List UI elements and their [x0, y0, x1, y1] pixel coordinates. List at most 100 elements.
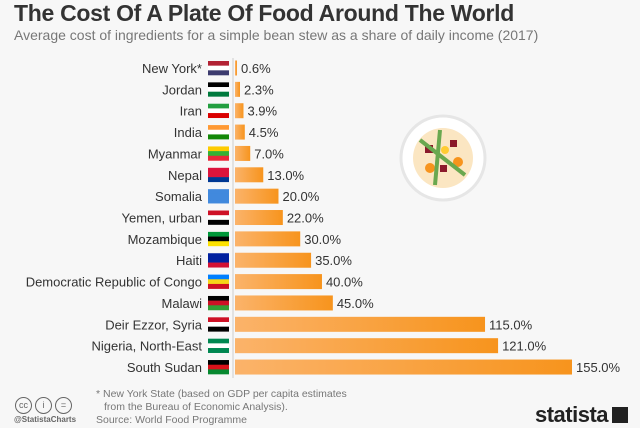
- no-derivatives-icon: =: [55, 397, 72, 414]
- bar: [235, 60, 237, 76]
- logo-icon: [612, 407, 629, 423]
- statista-logo: statista: [535, 402, 629, 428]
- flag-icon: [208, 70, 229, 76]
- flag-icon: [208, 177, 229, 183]
- flag-icon: [208, 134, 229, 140]
- flag-icon: [208, 125, 229, 131]
- flag-icon: [208, 283, 229, 289]
- category-label: Mozambique: [128, 232, 202, 247]
- cc-icon: cc: [15, 397, 32, 414]
- flag-icon: [208, 236, 229, 242]
- category-label: India: [174, 125, 203, 140]
- value-label: 4.5%: [249, 125, 279, 140]
- flag-icon: [208, 172, 229, 178]
- flag-icon: [208, 317, 229, 323]
- category-label: South Sudan: [127, 360, 202, 375]
- value-label: 3.9%: [247, 104, 277, 119]
- flag-icon: [208, 155, 229, 161]
- flag-icon: [208, 241, 229, 247]
- attribution-icon: i: [35, 397, 52, 414]
- flag-icon: [208, 193, 229, 199]
- flag-icon: [208, 279, 229, 285]
- flag-icon: [208, 360, 229, 366]
- bar: [235, 167, 264, 183]
- flag-icon: [208, 113, 229, 119]
- category-label: Malawi: [162, 296, 203, 311]
- flag-icon: [208, 91, 229, 97]
- flag-icon: [208, 300, 229, 306]
- category-label: Myanmar: [148, 146, 203, 161]
- flag-icon: [208, 262, 229, 268]
- flag-icon: [208, 343, 229, 349]
- flag-icon: [208, 257, 229, 263]
- flag-icon: [208, 167, 229, 173]
- flag-icon: [208, 210, 229, 216]
- value-label: 20.0%: [282, 189, 319, 204]
- flag-icon: [208, 129, 229, 135]
- value-label: 45.0%: [337, 296, 374, 311]
- category-label: Somalia: [155, 189, 203, 204]
- bar: [235, 338, 499, 354]
- flag-icon: [208, 87, 229, 92]
- flag-icon: [208, 146, 229, 152]
- flag-icon: [208, 295, 229, 301]
- footnote: * New York State (based on GDP per capit…: [96, 388, 347, 414]
- flag-icon: [208, 82, 229, 88]
- flag-icon: [208, 338, 229, 344]
- value-label: 2.3%: [244, 82, 274, 97]
- flag-icon: [208, 231, 229, 237]
- bar: [235, 295, 333, 311]
- flag-icon: [208, 305, 229, 311]
- category-label: Iran: [180, 104, 202, 119]
- flag-icon: [208, 103, 229, 109]
- plate-illustration: [399, 114, 487, 202]
- value-label: 13.0%: [267, 168, 304, 183]
- flag-icon: [208, 219, 229, 225]
- twitter-handle: @StatistaCharts: [14, 415, 77, 424]
- bar: [235, 274, 322, 290]
- flag-icon: [208, 189, 229, 195]
- bar: [235, 359, 572, 375]
- flag-icon: [208, 369, 229, 375]
- value-label: 35.0%: [315, 253, 352, 268]
- bar: [235, 103, 244, 119]
- value-label: 115.0%: [489, 317, 533, 332]
- flag-icon: [208, 108, 229, 114]
- source: Source: World Food Programme: [96, 414, 247, 426]
- flag-icon: [208, 348, 229, 353]
- flag-icon: [208, 321, 229, 327]
- bar: [235, 210, 283, 226]
- value-label: 40.0%: [326, 275, 363, 290]
- category-label: Jordan: [162, 82, 202, 97]
- flag-icon: [208, 65, 229, 71]
- bar: [235, 188, 279, 204]
- value-label: 0.6%: [241, 61, 271, 76]
- flag-icon: [208, 61, 229, 66]
- value-label: 121.0%: [502, 339, 547, 354]
- flag-icon: [208, 364, 229, 370]
- category-label: Haiti: [176, 253, 202, 268]
- value-label: 30.0%: [304, 232, 341, 247]
- bar: [235, 145, 251, 161]
- category-label: Democratic Republic of Congo: [26, 275, 202, 290]
- footnote-line: * New York State (based on GDP per capit…: [96, 388, 347, 400]
- bar: [235, 81, 241, 97]
- value-label: 22.0%: [287, 211, 324, 226]
- flag-icon: [208, 215, 229, 221]
- category-label: Nepal: [168, 168, 202, 183]
- category-label: New York*: [142, 61, 202, 76]
- flag-icon: [208, 151, 229, 157]
- flag-icon: [208, 326, 229, 332]
- footnote-line: from the Bureau of Economic Analysis).: [104, 401, 288, 413]
- category-label: Deir Ezzor, Syria: [105, 317, 203, 332]
- chart-title: The Cost Of A Plate Of Food Around The W…: [14, 0, 515, 26]
- category-label: Nigeria, North-East: [91, 339, 202, 354]
- flag-icon: [208, 253, 229, 259]
- bar: [235, 231, 301, 247]
- flag-icon: [208, 274, 229, 280]
- bar: [235, 316, 486, 332]
- flag-icon: [208, 198, 229, 204]
- bar: [235, 124, 245, 140]
- value-label: 7.0%: [254, 146, 284, 161]
